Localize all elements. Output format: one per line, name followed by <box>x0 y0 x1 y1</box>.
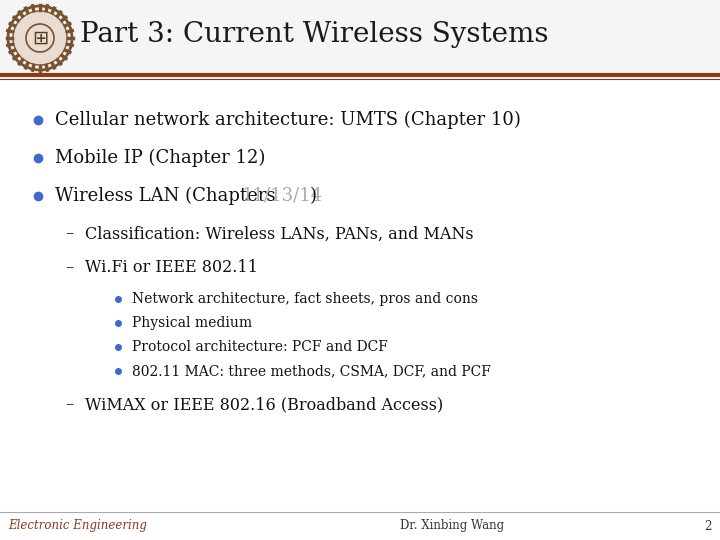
Text: –: – <box>65 226 73 242</box>
Text: Classification: Wireless LANs, PANs, and MANs: Classification: Wireless LANs, PANs, and… <box>85 226 474 242</box>
Text: ⊞: ⊞ <box>32 29 48 48</box>
Circle shape <box>14 12 66 64</box>
Text: Network architecture, fact sheets, pros and cons: Network architecture, fact sheets, pros … <box>132 292 478 306</box>
Text: Wi.Fi or IEEE 802.11: Wi.Fi or IEEE 802.11 <box>85 260 258 276</box>
Text: Physical medium: Physical medium <box>132 316 252 330</box>
Text: 802.11 MAC: three methods, CSMA, DCF, and PCF: 802.11 MAC: three methods, CSMA, DCF, an… <box>132 364 491 378</box>
FancyBboxPatch shape <box>0 0 720 75</box>
Text: Wireless LAN (Chapters: Wireless LAN (Chapters <box>55 187 282 205</box>
Text: –: – <box>65 396 73 414</box>
Text: 2: 2 <box>705 519 712 532</box>
Text: Part 3: Current Wireless Systems: Part 3: Current Wireless Systems <box>80 22 549 49</box>
Text: Mobile IP (Chapter 12): Mobile IP (Chapter 12) <box>55 149 266 167</box>
Text: Cellular network architecture: UMTS (Chapter 10): Cellular network architecture: UMTS (Cha… <box>55 111 521 129</box>
Text: WiMAX or IEEE 802.16 (Broadband Access): WiMAX or IEEE 802.16 (Broadband Access) <box>85 396 444 414</box>
Text: 11/13/14: 11/13/14 <box>242 187 323 205</box>
Text: Electronic Engineering: Electronic Engineering <box>8 519 147 532</box>
Text: ): ) <box>310 187 317 205</box>
Text: Protocol architecture: PCF and DCF: Protocol architecture: PCF and DCF <box>132 340 388 354</box>
Text: –: – <box>65 260 73 276</box>
Text: Dr. Xinbing Wang: Dr. Xinbing Wang <box>400 519 504 532</box>
